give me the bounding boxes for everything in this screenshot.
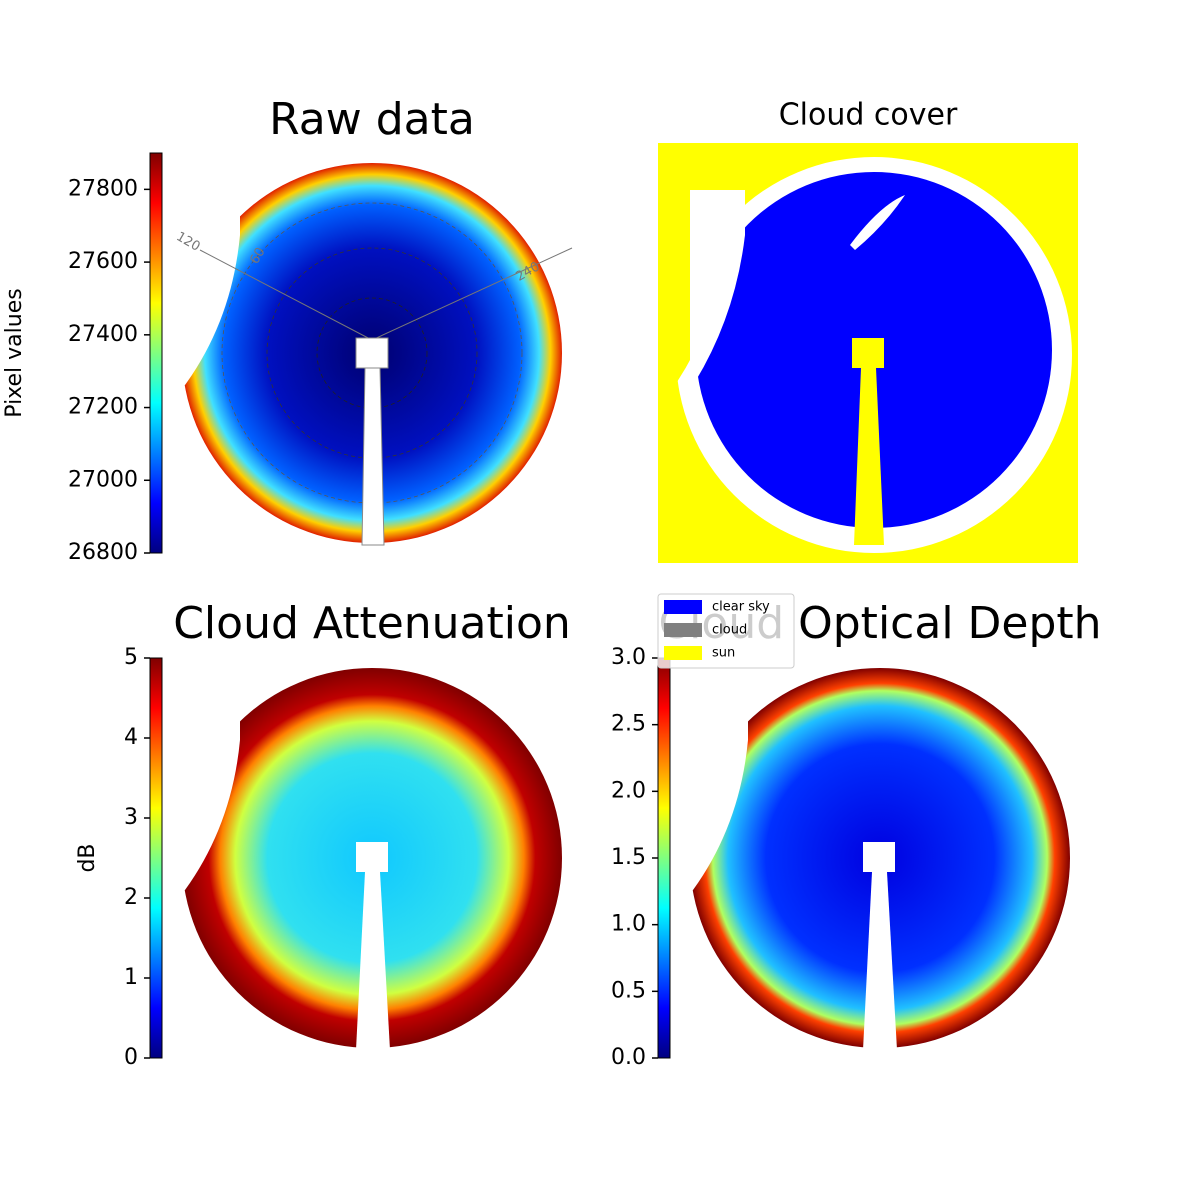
raw-image xyxy=(150,160,573,546)
colorbar xyxy=(149,152,163,554)
cloud-cover-image xyxy=(658,143,1078,563)
colorbar-tick-label: 1.5 xyxy=(611,845,646,870)
legend-label: cloud xyxy=(712,623,747,638)
colorbar-tick-label: 27400 xyxy=(68,322,138,347)
colorbar-label: Pixel values xyxy=(2,288,27,417)
colorbar-tick-label: 3 xyxy=(124,805,138,830)
colorbar-tick-label: 2.0 xyxy=(611,778,646,803)
colorbar-tick-label: 3.0 xyxy=(611,645,646,670)
legend-label: clear sky xyxy=(712,600,770,615)
colorbar-tick-label: 27000 xyxy=(68,467,138,492)
colorbar-tick-label: 0.5 xyxy=(611,978,646,1003)
colorbar-tick-label: 27600 xyxy=(68,249,138,274)
attenuation-image xyxy=(150,665,562,1050)
colorbar-tick-label: 2 xyxy=(124,885,138,910)
colorbar-tick-label: 1 xyxy=(124,965,138,990)
colorbar-tick-label: 0.0 xyxy=(611,1045,646,1070)
colorbar-tick-label: 1.0 xyxy=(611,912,646,937)
colorbar-tick-label: 5 xyxy=(124,645,138,670)
colorbar-tick-label: 26800 xyxy=(68,540,138,565)
legend-label: sun xyxy=(712,646,735,661)
colorbar-label: dB xyxy=(75,843,100,872)
panel-title: Raw data xyxy=(269,94,475,145)
panel-title: Cloud Attenuation xyxy=(173,598,571,649)
legend-swatch xyxy=(664,623,702,637)
colorbar-tick-label: 4 xyxy=(124,725,138,750)
colorbar-tick-label: 27800 xyxy=(68,176,138,201)
panel-title: Cloud cover xyxy=(779,98,958,133)
optical-depth-image xyxy=(680,665,1070,1050)
polar-label: 60 xyxy=(247,245,268,267)
colorbar-tick-label: 2.5 xyxy=(611,712,646,737)
colorbar xyxy=(149,657,163,1059)
legend-swatch xyxy=(664,600,702,614)
colorbar-tick-label: 0 xyxy=(124,1045,138,1070)
colorbar xyxy=(657,657,671,1059)
colorbar-tick-label: 27200 xyxy=(68,395,138,420)
legend-swatch xyxy=(664,646,702,660)
